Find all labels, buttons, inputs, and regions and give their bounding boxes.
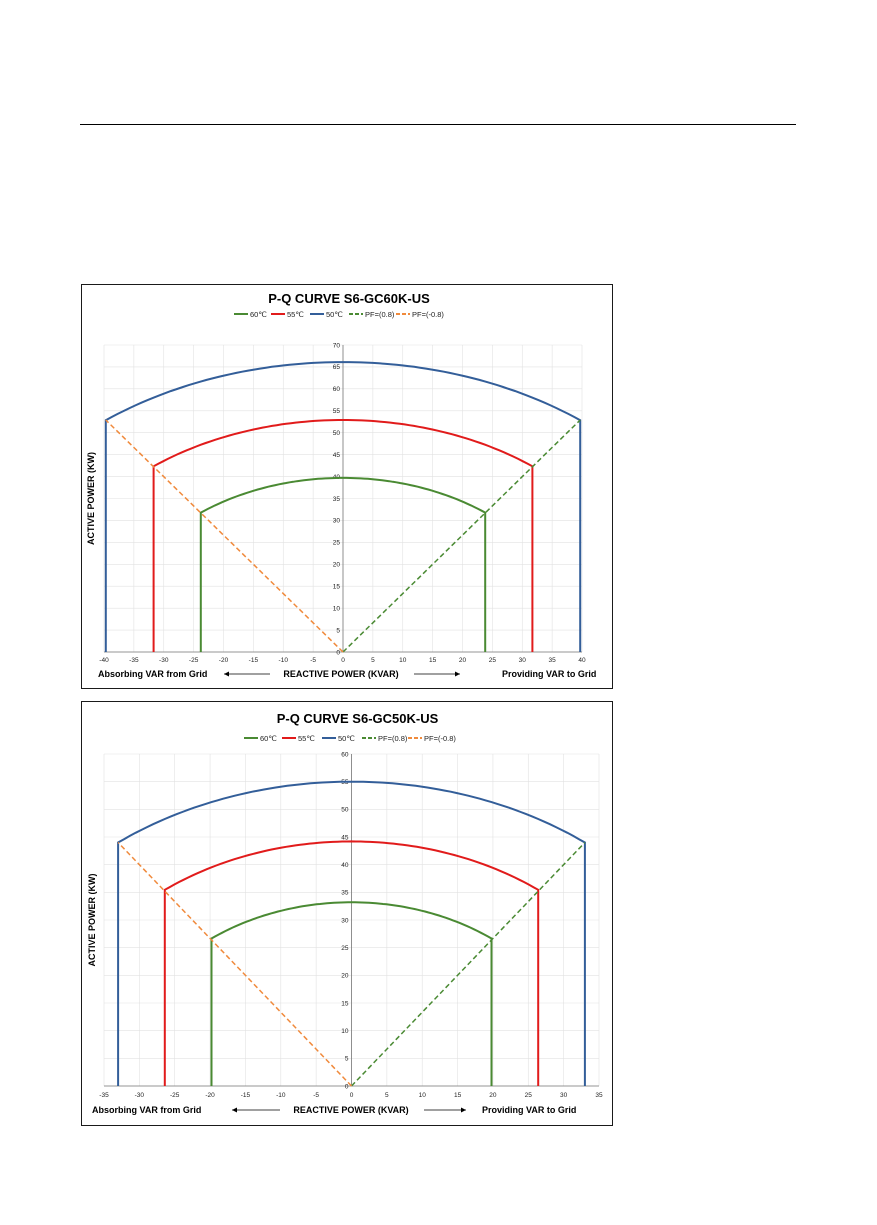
y-tick-label: 50 [333, 430, 341, 437]
series-line-temperature [199, 476, 487, 652]
x-tick-label: -30 [159, 657, 169, 664]
note-providing-var: Providing VAR to Grid [482, 1105, 576, 1115]
pq-curve-chart-60k: P-Q CURVE S6-GC60K-US 60℃ 55℃ 50℃ PF=(0.8) PF… [81, 284, 613, 689]
y-tick-label: 65 [333, 364, 341, 371]
pq-curve-chart-50k: P-Q CURVE S6-GC50K-US 60℃ 55℃ 50℃ PF=(0.8) PF… [81, 701, 613, 1126]
x-tick-label: -35 [99, 1092, 109, 1099]
legend-label: 50℃ [338, 734, 355, 743]
x-tick-label: -40 [99, 657, 109, 664]
x-tick-label: -20 [205, 1092, 215, 1099]
header-rule [80, 124, 796, 125]
x-tick-label: 15 [454, 1092, 462, 1099]
x-tick-label: 35 [549, 657, 557, 664]
x-axis-label: REACTIVE POWER (KVAR) [283, 669, 398, 679]
x-tick-label: 10 [419, 1092, 427, 1099]
x-tick-label: 25 [525, 1092, 533, 1099]
x-tick-label: 35 [595, 1092, 603, 1099]
x-tick-label: -25 [189, 657, 199, 664]
legend-label: PF=(0.8) [378, 734, 408, 743]
y-tick-label: 15 [333, 584, 341, 591]
x-tick-label: 15 [429, 657, 437, 664]
y-tick-label: 10 [341, 1028, 349, 1035]
note-absorbing-var: Absorbing VAR from Grid [92, 1105, 201, 1115]
note-providing-var: Providing VAR to Grid [502, 669, 596, 679]
series-line-temperature [210, 901, 493, 1086]
y-tick-label: 40 [341, 862, 349, 869]
x-tick-label: -35 [129, 657, 139, 664]
chart-title: P-Q CURVE S6-GC60K-US [268, 291, 430, 306]
y-tick-label: 35 [341, 890, 349, 897]
legend-label: 60℃ [260, 734, 277, 743]
y-tick-label: 25 [341, 945, 349, 952]
y-tick-label: 60 [333, 386, 341, 393]
legend-label: PF=(-0.8) [412, 310, 444, 319]
x-tick-label: 30 [519, 657, 527, 664]
y-tick-label: 0 [336, 649, 340, 656]
x-tick-label: -10 [276, 1092, 286, 1099]
x-tick-label: 30 [560, 1092, 568, 1099]
x-tick-label: 20 [459, 657, 467, 664]
x-tick-label: 5 [385, 1092, 389, 1099]
x-tick-label: -10 [279, 657, 289, 664]
y-tick-label: 20 [341, 973, 349, 980]
chart-title: P-Q CURVE S6-GC50K-US [277, 711, 439, 726]
x-tick-label: -20 [219, 657, 229, 664]
y-tick-label: 5 [345, 1056, 349, 1063]
x-tick-label: 5 [371, 657, 375, 664]
legend-label: PF=(0.8) [365, 310, 395, 319]
y-tick-label: 30 [341, 917, 349, 924]
x-tick-label: -15 [249, 657, 259, 664]
y-axis-label: ACTIVE POWER (KW) [87, 874, 97, 967]
series-line-pf [117, 842, 353, 1087]
series-line-temperature [152, 419, 534, 652]
arrow-left-head [232, 1107, 237, 1113]
arrow-right-head [461, 1107, 466, 1113]
y-tick-label: 60 [341, 751, 349, 758]
y-tick-label: 5 [336, 627, 340, 634]
x-tick-label: -30 [135, 1092, 145, 1099]
y-axis-label: ACTIVE POWER (KW) [86, 452, 96, 545]
x-tick-label: 25 [489, 657, 497, 664]
legend-label: 60℃ [250, 310, 267, 319]
x-tick-label: -25 [170, 1092, 180, 1099]
legend-label: PF=(-0.8) [424, 734, 456, 743]
y-tick-label: 45 [333, 452, 341, 459]
series-line-pf [342, 419, 581, 653]
y-tick-label: 30 [333, 518, 341, 525]
x-tick-label: -5 [313, 1092, 319, 1099]
x-tick-label: 10 [399, 657, 407, 664]
series-line-pf [105, 419, 344, 653]
legend-label: 50℃ [326, 310, 343, 319]
y-tick-label: 10 [333, 605, 341, 612]
x-tick-label: 0 [341, 657, 345, 664]
y-tick-label: 55 [333, 408, 341, 415]
x-tick-label: -15 [241, 1092, 251, 1099]
y-tick-label: 25 [333, 540, 341, 547]
series-line-temperature [163, 840, 540, 1086]
legend-label: 55℃ [298, 734, 315, 743]
x-tick-label: 40 [578, 657, 586, 664]
arrow-left-head [224, 671, 229, 677]
series-line-temperature [117, 780, 586, 1086]
y-tick-label: 70 [333, 342, 341, 349]
legend-label: 55℃ [287, 310, 304, 319]
y-tick-label: 0 [345, 1083, 349, 1090]
series-line-pf [350, 842, 586, 1087]
y-tick-label: 15 [341, 1000, 349, 1007]
arrow-right-head [455, 671, 460, 677]
x-tick-label: 20 [489, 1092, 497, 1099]
series-line-temperature [104, 361, 582, 652]
note-absorbing-var: Absorbing VAR from Grid [98, 669, 207, 679]
y-tick-label: 45 [341, 834, 349, 841]
y-tick-label: 35 [333, 496, 341, 503]
x-axis-label: REACTIVE POWER (KVAR) [293, 1105, 408, 1115]
y-tick-label: 20 [333, 562, 341, 569]
x-tick-label: 0 [350, 1092, 354, 1099]
y-tick-label: 50 [341, 807, 349, 814]
x-tick-label: -5 [310, 657, 316, 664]
